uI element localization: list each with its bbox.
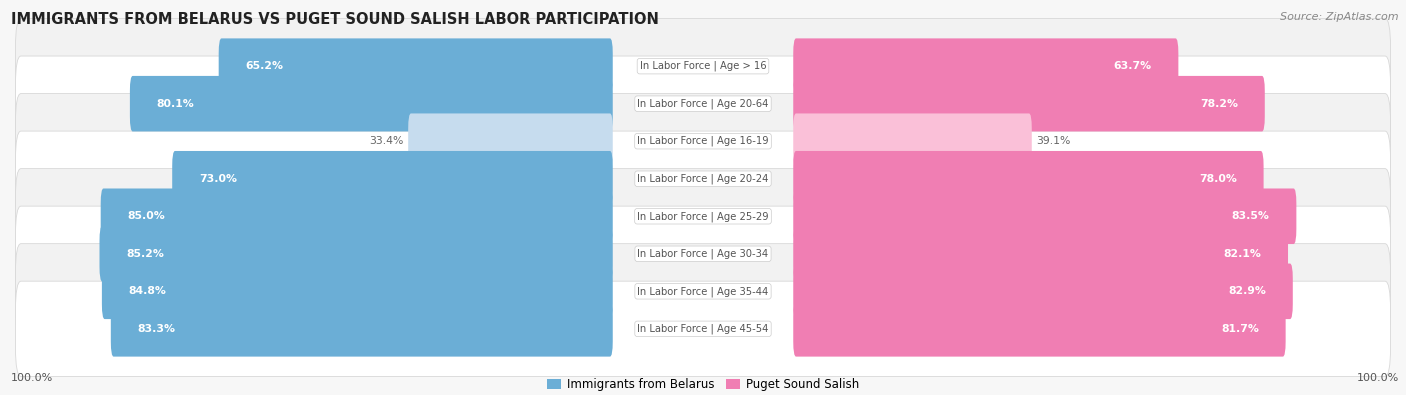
Text: IMMIGRANTS FROM BELARUS VS PUGET SOUND SALISH LABOR PARTICIPATION: IMMIGRANTS FROM BELARUS VS PUGET SOUND S…: [11, 12, 659, 27]
Text: 82.1%: 82.1%: [1223, 249, 1261, 259]
Text: 82.9%: 82.9%: [1227, 286, 1265, 296]
FancyBboxPatch shape: [15, 131, 1391, 226]
FancyBboxPatch shape: [408, 113, 613, 169]
Text: In Labor Force | Age 20-64: In Labor Force | Age 20-64: [637, 98, 769, 109]
FancyBboxPatch shape: [101, 263, 613, 319]
Text: In Labor Force | Age 25-29: In Labor Force | Age 25-29: [637, 211, 769, 222]
Text: Source: ZipAtlas.com: Source: ZipAtlas.com: [1281, 12, 1399, 22]
Text: 85.0%: 85.0%: [128, 211, 166, 221]
FancyBboxPatch shape: [793, 301, 1285, 357]
FancyBboxPatch shape: [793, 151, 1264, 207]
Text: 33.4%: 33.4%: [370, 136, 404, 146]
FancyBboxPatch shape: [219, 38, 613, 94]
Text: In Labor Force | Age 30-34: In Labor Force | Age 30-34: [637, 248, 769, 259]
FancyBboxPatch shape: [793, 226, 1288, 282]
FancyBboxPatch shape: [111, 301, 613, 357]
Text: 100.0%: 100.0%: [1357, 373, 1399, 383]
FancyBboxPatch shape: [793, 76, 1265, 132]
Text: In Labor Force | Age 35-44: In Labor Force | Age 35-44: [637, 286, 769, 297]
FancyBboxPatch shape: [793, 38, 1178, 94]
FancyBboxPatch shape: [793, 263, 1292, 319]
FancyBboxPatch shape: [15, 281, 1391, 376]
Text: 81.7%: 81.7%: [1220, 324, 1258, 334]
Text: In Labor Force | Age 20-24: In Labor Force | Age 20-24: [637, 173, 769, 184]
Text: 63.7%: 63.7%: [1114, 61, 1152, 71]
FancyBboxPatch shape: [15, 244, 1391, 339]
Text: 85.2%: 85.2%: [127, 249, 165, 259]
Text: 84.8%: 84.8%: [129, 286, 167, 296]
Text: In Labor Force | Age > 16: In Labor Force | Age > 16: [640, 61, 766, 71]
Text: 73.0%: 73.0%: [200, 174, 238, 184]
Text: 83.5%: 83.5%: [1232, 211, 1270, 221]
FancyBboxPatch shape: [15, 56, 1391, 151]
FancyBboxPatch shape: [15, 19, 1391, 114]
FancyBboxPatch shape: [15, 206, 1391, 301]
Text: 78.2%: 78.2%: [1199, 99, 1237, 109]
FancyBboxPatch shape: [172, 151, 613, 207]
Text: 80.1%: 80.1%: [156, 99, 194, 109]
Text: In Labor Force | Age 16-19: In Labor Force | Age 16-19: [637, 136, 769, 147]
Text: 100.0%: 100.0%: [11, 373, 53, 383]
FancyBboxPatch shape: [15, 169, 1391, 264]
FancyBboxPatch shape: [100, 226, 613, 282]
FancyBboxPatch shape: [15, 94, 1391, 189]
Legend: Immigrants from Belarus, Puget Sound Salish: Immigrants from Belarus, Puget Sound Sal…: [541, 373, 865, 395]
Text: 65.2%: 65.2%: [246, 61, 284, 71]
Text: 39.1%: 39.1%: [1036, 136, 1070, 146]
FancyBboxPatch shape: [793, 113, 1032, 169]
Text: 78.0%: 78.0%: [1199, 174, 1237, 184]
FancyBboxPatch shape: [101, 188, 613, 244]
Text: 83.3%: 83.3%: [138, 324, 176, 334]
Text: In Labor Force | Age 45-54: In Labor Force | Age 45-54: [637, 324, 769, 334]
FancyBboxPatch shape: [129, 76, 613, 132]
FancyBboxPatch shape: [793, 188, 1296, 244]
